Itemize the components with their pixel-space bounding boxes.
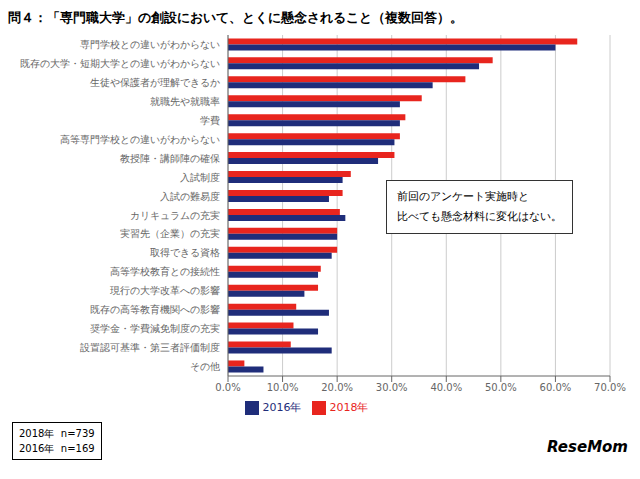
- svg-text:既存の大学・短期大学との違いがわからない: 既存の大学・短期大学との違いがわからない: [20, 58, 220, 69]
- svg-text:0.0%: 0.0%: [215, 382, 240, 393]
- html-text:2016年 n=169: 2016年 n=169: [19, 443, 95, 454]
- html-text:2016年: 2016年: [262, 401, 302, 414]
- svg-text:70.0%: 70.0%: [594, 382, 626, 393]
- svg-text:40.0%: 40.0%: [430, 382, 462, 393]
- svg-text:高等学校教育との接続性: 高等学校教育との接続性: [110, 266, 220, 277]
- html-text:2018年: 2018年: [329, 401, 369, 414]
- html-text:比べても懸念材料に変化はない。: 比べても懸念材料に変化はない。: [397, 210, 562, 223]
- html-text:2018年 n=739: 2018年 n=739: [19, 428, 95, 439]
- svg-text:学費: 学費: [200, 115, 220, 126]
- svg-text:30.0%: 30.0%: [376, 382, 408, 393]
- svg-text:実習先（企業）の充実: 実習先（企業）の充実: [120, 228, 220, 239]
- svg-text:生徒や保護者が理解できるか: 生徒や保護者が理解できるか: [90, 77, 220, 88]
- svg-text:就職先や就職率: 就職先や就職率: [150, 96, 220, 107]
- html-text:前回のアンケート実施時と: 前回のアンケート実施時と: [397, 190, 529, 203]
- html-text:ReseMom: ReseMom: [547, 438, 628, 456]
- svg-text:入試制度: 入試制度: [180, 172, 220, 183]
- svg-text:専門学校との違いがわからない: 専門学校との違いがわからない: [80, 39, 220, 50]
- svg-text:取得できる資格: 取得できる資格: [150, 247, 220, 258]
- html-text:問４：「専門職大学」の創設において、とくに懸念されること（複: 問４：「専門職大学」の創設において、とくに懸念されること（複数回答）。: [8, 10, 463, 25]
- svg-text:50.0%: 50.0%: [485, 382, 517, 393]
- svg-text:10.0%: 10.0%: [267, 382, 299, 393]
- svg-text:カリキュラムの充実: カリキュラムの充実: [130, 210, 220, 221]
- svg-text:その他: その他: [190, 361, 220, 372]
- svg-text:教授陣・講師陣の確保: 教授陣・講師陣の確保: [120, 153, 220, 164]
- svg-text:入試の難易度: 入試の難易度: [160, 191, 220, 202]
- svg-text:既存の高等教育機関への影響: 既存の高等教育機関への影響: [90, 304, 220, 315]
- svg-text:20.0%: 20.0%: [321, 382, 353, 393]
- svg-text:現行の大学改革への影響: 現行の大学改革への影響: [110, 285, 220, 296]
- svg-text:奨学金・学費減免制度の充実: 奨学金・学費減免制度の充実: [90, 323, 220, 334]
- svg-text:設置認可基準・第三者評価制度: 設置認可基準・第三者評価制度: [80, 342, 220, 353]
- svg-text:60.0%: 60.0%: [540, 382, 572, 393]
- svg-text:高等専門学校との違いがわからない: 高等専門学校との違いがわからない: [60, 134, 220, 145]
